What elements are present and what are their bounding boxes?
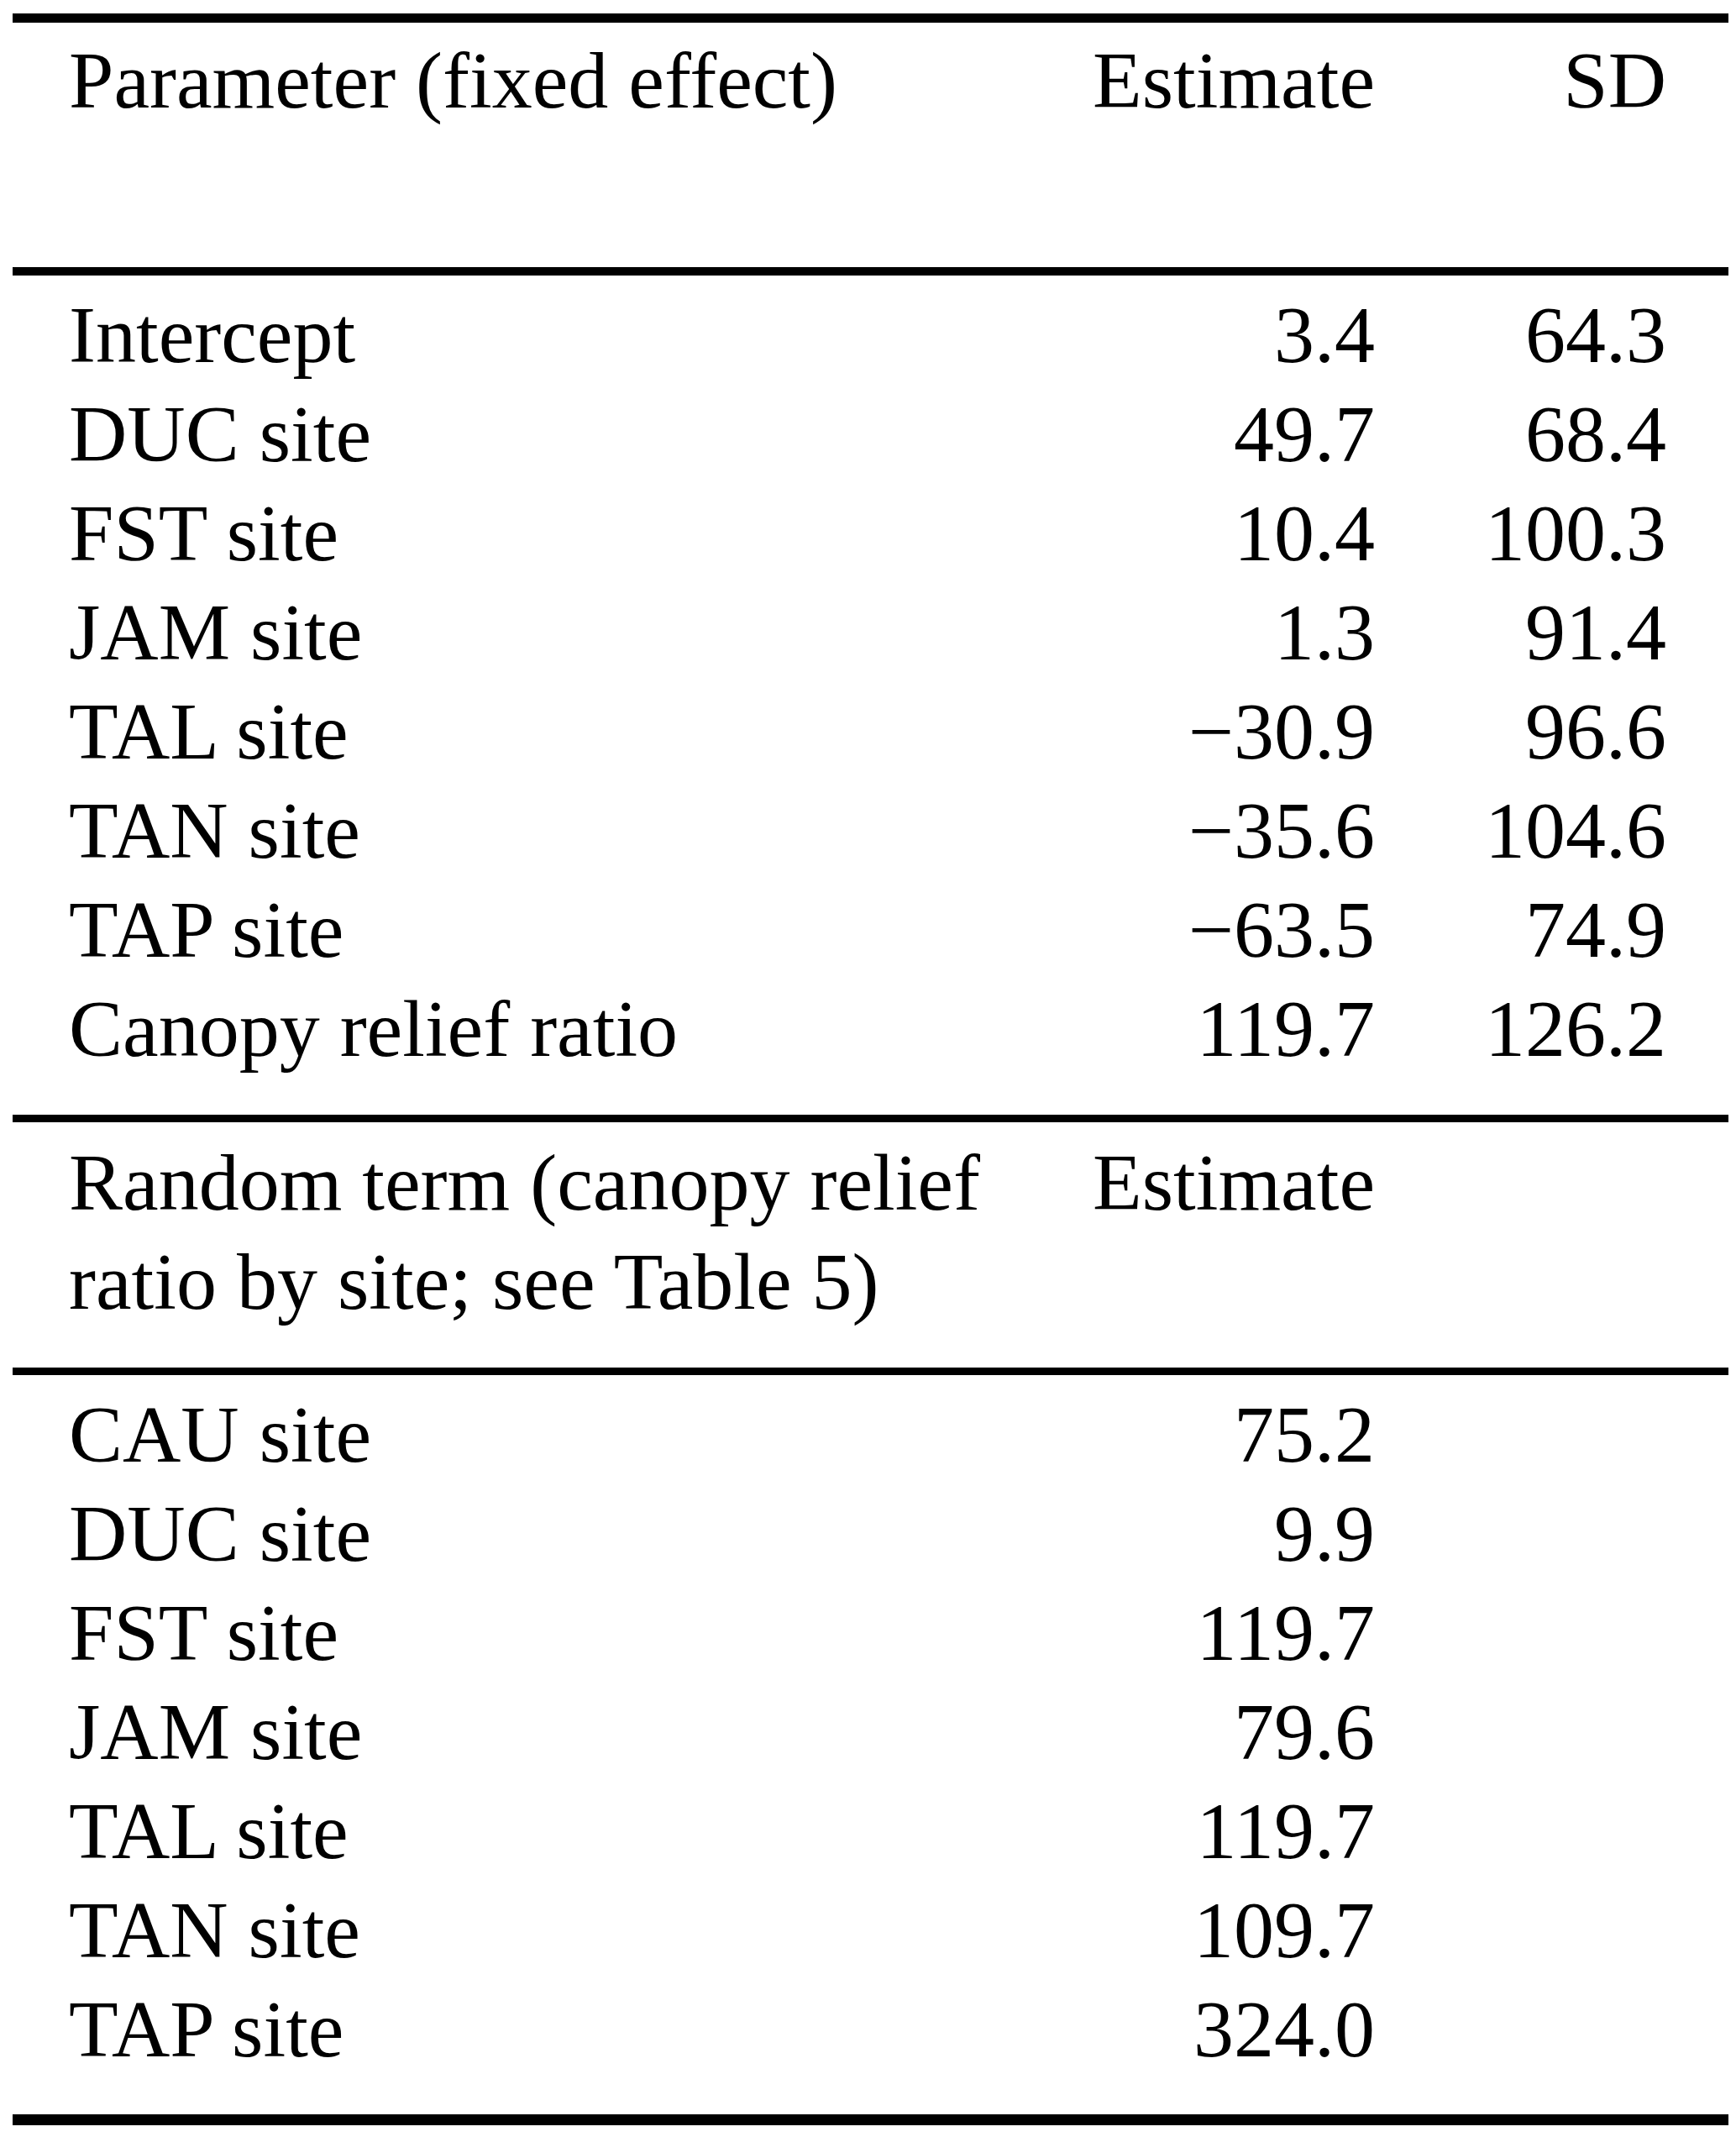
row-estimate: 75.2	[1234, 1385, 1375, 1484]
table-row: TAP site −63.5 74.9	[69, 880, 1666, 979]
row-label: FST site	[69, 484, 338, 583]
column-header-estimate: Estimate	[1093, 1133, 1375, 1232]
row-sd: 74.9	[1525, 880, 1666, 979]
row-label: TAL site	[69, 682, 349, 781]
table-row: CAU site 75.2	[69, 1385, 1375, 1484]
table-row: TAP site 324.0	[69, 1980, 1375, 2079]
row-estimate: 49.7	[1234, 385, 1375, 484]
row-label: TAN site	[69, 1881, 360, 1980]
row-label: JAM site	[69, 583, 362, 682]
random-term-header-line2: ratio by site; see Table 5)	[69, 1232, 879, 1331]
row-estimate: 1.3	[1274, 583, 1375, 682]
header-separator-rule-2	[13, 1368, 1728, 1375]
row-label: TAP site	[69, 1980, 344, 2079]
column-header-sd: SD	[1563, 31, 1666, 130]
row-estimate: 3.4	[1274, 286, 1375, 385]
row-sd: 91.4	[1525, 583, 1666, 682]
row-label: TAL site	[69, 1782, 349, 1881]
table-row: FST site 119.7	[69, 1583, 1375, 1683]
row-label: CAU site	[69, 1385, 371, 1484]
table-bottom-rule	[13, 2114, 1728, 2125]
table-row: DUC site 9.9	[69, 1484, 1375, 1583]
fixed-effects-header-row: Parameter (fixed effect) Estimate SD	[69, 31, 1666, 130]
statistics-table-page: Parameter (fixed effect) Estimate SD Int…	[0, 0, 1736, 2137]
row-estimate: −63.5	[1188, 880, 1375, 979]
column-header-estimate: Estimate	[1093, 31, 1375, 130]
row-estimate: −35.6	[1188, 781, 1375, 880]
row-label: DUC site	[69, 385, 371, 484]
row-sd: 68.4	[1525, 385, 1666, 484]
fixed-effects-rows: Intercept 3.4 64.3 DUC site 49.7 68.4 FS…	[69, 286, 1666, 1079]
row-sd: 126.2	[1485, 979, 1666, 1079]
random-term-header-row: Random term (canopy relief Estimate rati…	[69, 1133, 1375, 1331]
section-separator-rule	[13, 1115, 1728, 1122]
table-row: DUC site 49.7 68.4	[69, 385, 1666, 484]
row-label: DUC site	[69, 1484, 371, 1583]
row-estimate: 324.0	[1193, 1980, 1375, 2079]
table-row: JAM site 79.6	[69, 1683, 1375, 1782]
table-row: TAL site 119.7	[69, 1782, 1375, 1881]
row-label: Canopy relief ratio	[69, 979, 678, 1079]
random-term-rows: CAU site 75.2 DUC site 9.9 FST site 119.…	[69, 1385, 1375, 2079]
row-label: JAM site	[69, 1683, 362, 1782]
row-sd: 96.6	[1525, 682, 1666, 781]
row-sd: 100.3	[1485, 484, 1666, 583]
row-label: Intercept	[69, 286, 355, 385]
row-estimate: 119.7	[1197, 979, 1375, 1079]
row-estimate: 109.7	[1193, 1881, 1375, 1980]
row-estimate: 119.7	[1197, 1583, 1375, 1683]
row-estimate: 119.7	[1197, 1782, 1375, 1881]
table-row: TAN site −35.6 104.6	[69, 781, 1666, 880]
row-estimate: 9.9	[1274, 1484, 1375, 1583]
column-header-parameter: Parameter (fixed effect)	[69, 31, 837, 130]
table-top-rule	[13, 13, 1728, 23]
row-sd: 104.6	[1485, 781, 1666, 880]
random-term-header-line1: Random term (canopy relief	[69, 1133, 980, 1232]
table-row: Intercept 3.4 64.3	[69, 286, 1666, 385]
table-row: FST site 10.4 100.3	[69, 484, 1666, 583]
row-estimate: −30.9	[1188, 682, 1375, 781]
row-label: TAN site	[69, 781, 360, 880]
row-label: FST site	[69, 1583, 338, 1683]
table-row: TAL site −30.9 96.6	[69, 682, 1666, 781]
table-row: TAN site 109.7	[69, 1881, 1375, 1980]
header-separator-rule	[13, 267, 1728, 276]
table-row: Canopy relief ratio 119.7 126.2	[69, 979, 1666, 1079]
row-estimate: 10.4	[1234, 484, 1375, 583]
table-row: JAM site 1.3 91.4	[69, 583, 1666, 682]
row-sd: 64.3	[1525, 286, 1666, 385]
row-estimate: 79.6	[1234, 1683, 1375, 1782]
row-label: TAP site	[69, 880, 344, 979]
